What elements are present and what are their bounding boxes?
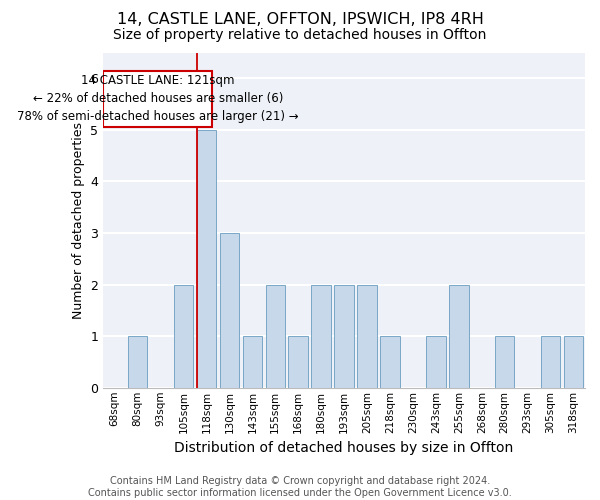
X-axis label: Distribution of detached houses by size in Offton: Distribution of detached houses by size … [175, 441, 514, 455]
Bar [358, 284, 377, 388]
Bar [311, 284, 331, 388]
Text: 14 CASTLE LANE: 121sqm
← 22% of detached houses are smaller (6)
78% of semi-deta: 14 CASTLE LANE: 121sqm ← 22% of detached… [17, 74, 299, 124]
Bar [564, 336, 583, 388]
Bar [449, 284, 469, 388]
Bar [541, 336, 560, 388]
Bar [426, 336, 446, 388]
Y-axis label: Number of detached properties: Number of detached properties [72, 122, 85, 318]
Bar [495, 336, 514, 388]
Bar [220, 233, 239, 388]
FancyBboxPatch shape [103, 70, 212, 128]
Text: Size of property relative to detached houses in Offton: Size of property relative to detached ho… [113, 28, 487, 42]
Bar [334, 284, 354, 388]
Text: 14, CASTLE LANE, OFFTON, IPSWICH, IP8 4RH: 14, CASTLE LANE, OFFTON, IPSWICH, IP8 4R… [116, 12, 484, 28]
Bar [380, 336, 400, 388]
Bar [197, 130, 216, 388]
Bar [242, 336, 262, 388]
Bar [128, 336, 148, 388]
Bar [289, 336, 308, 388]
Text: Contains HM Land Registry data © Crown copyright and database right 2024.
Contai: Contains HM Land Registry data © Crown c… [88, 476, 512, 498]
Bar [174, 284, 193, 388]
Bar [266, 284, 285, 388]
